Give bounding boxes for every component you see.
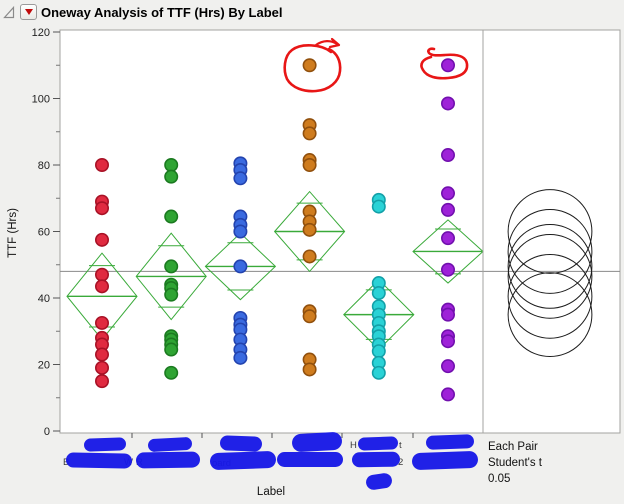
data-point[interactable] <box>440 58 455 73</box>
redaction-scribble <box>84 437 126 452</box>
y-axis-tick-label: 100 <box>32 94 50 106</box>
data-point[interactable] <box>95 267 110 282</box>
comparison-circle[interactable] <box>507 253 593 339</box>
data-point[interactable] <box>95 232 110 247</box>
data-point[interactable] <box>302 249 317 264</box>
redaction-scribble <box>277 452 343 467</box>
comparison-alpha: 0.05 <box>488 473 510 485</box>
redaction-scribble <box>292 432 342 452</box>
data-point[interactable] <box>95 279 110 294</box>
data-point[interactable] <box>371 286 386 301</box>
data-point[interactable] <box>440 148 455 163</box>
data-point[interactable] <box>95 315 110 330</box>
data-point[interactable] <box>164 342 179 357</box>
y-axis-tick-label: 20 <box>38 360 50 372</box>
redaction-scribble <box>220 435 262 452</box>
data-point[interactable] <box>302 222 317 237</box>
comparison-circle[interactable] <box>507 209 593 294</box>
data-point[interactable] <box>302 362 317 377</box>
data-point[interactable] <box>371 344 386 359</box>
redaction-scribble <box>426 434 474 450</box>
data-point[interactable] <box>164 287 179 302</box>
data-point[interactable] <box>164 365 179 380</box>
report-title-bar: Oneway Analysis of TTF (Hrs) By Label <box>0 0 624 24</box>
red-loop-arrow-orange-outlier <box>283 44 342 93</box>
y-axis-tick-label: 80 <box>38 160 50 172</box>
y-axis-tick-label: 120 <box>32 27 50 39</box>
redaction-scribble <box>66 452 132 469</box>
data-point[interactable] <box>440 231 455 246</box>
data-point[interactable] <box>95 360 110 375</box>
x-axis-title: Label <box>257 486 285 498</box>
data-point[interactable] <box>302 309 317 324</box>
comparison-circle[interactable] <box>507 189 593 274</box>
comparison-circle[interactable] <box>507 233 593 319</box>
y-axis-tick-label: 60 <box>38 227 50 239</box>
y-axis-title: TTF (Hrs) <box>7 208 19 258</box>
comparison-circle[interactable] <box>507 272 593 358</box>
red-triangle-icon <box>24 9 33 15</box>
data-point[interactable] <box>302 58 317 73</box>
data-point[interactable] <box>164 209 179 224</box>
redacted-label-fragment: H <box>350 440 357 451</box>
data-point[interactable] <box>233 259 248 274</box>
data-point[interactable] <box>440 387 455 402</box>
data-point[interactable] <box>95 201 110 216</box>
y-axis-tick-label: 40 <box>38 293 50 305</box>
data-point[interactable] <box>164 259 179 274</box>
data-point[interactable] <box>233 350 248 365</box>
data-point[interactable] <box>164 158 179 173</box>
red-loop-purple-outlier <box>420 47 469 80</box>
redacted-label-fragment: 2 <box>398 457 403 468</box>
redaction-scribble <box>352 451 400 468</box>
comparison-circle[interactable] <box>507 224 593 309</box>
disclosure-triangle-icon[interactable] <box>2 4 16 20</box>
data-point[interactable] <box>371 365 386 380</box>
data-point[interactable] <box>440 307 455 322</box>
mean-diamond[interactable] <box>135 232 207 321</box>
comparison-method-line1: Each Pair <box>488 441 538 453</box>
redaction-scribble <box>148 437 192 452</box>
data-point[interactable] <box>302 126 317 141</box>
comparison-method-line2: Student's t <box>488 457 543 469</box>
data-point[interactable] <box>233 171 248 186</box>
data-point[interactable] <box>371 199 386 214</box>
redacted-label-fragment: B <box>63 457 69 468</box>
data-point[interactable] <box>95 347 110 362</box>
data-point[interactable] <box>95 374 110 389</box>
data-point[interactable] <box>233 224 248 239</box>
data-point[interactable] <box>440 186 455 201</box>
data-point[interactable] <box>440 359 455 374</box>
redaction-scribble <box>358 436 398 451</box>
redaction-scribble <box>136 451 200 469</box>
report-title: Oneway Analysis of TTF (Hrs) By Label <box>41 4 283 20</box>
data-point[interactable] <box>440 334 455 349</box>
data-point[interactable] <box>302 158 317 173</box>
data-point[interactable] <box>440 202 455 217</box>
redaction-scribble <box>210 451 276 470</box>
redaction-scribble <box>412 451 478 470</box>
red-triangle-menu-button[interactable] <box>20 4 37 20</box>
data-point[interactable] <box>164 169 179 184</box>
data-point[interactable] <box>440 96 455 111</box>
data-point[interactable] <box>440 262 455 277</box>
y-axis-tick-label: 0 <box>44 426 50 438</box>
redaction-scribble <box>366 473 392 490</box>
red-arrowhead <box>314 37 341 49</box>
redacted-label-fragment: t <box>399 440 402 451</box>
data-point[interactable] <box>95 158 110 173</box>
